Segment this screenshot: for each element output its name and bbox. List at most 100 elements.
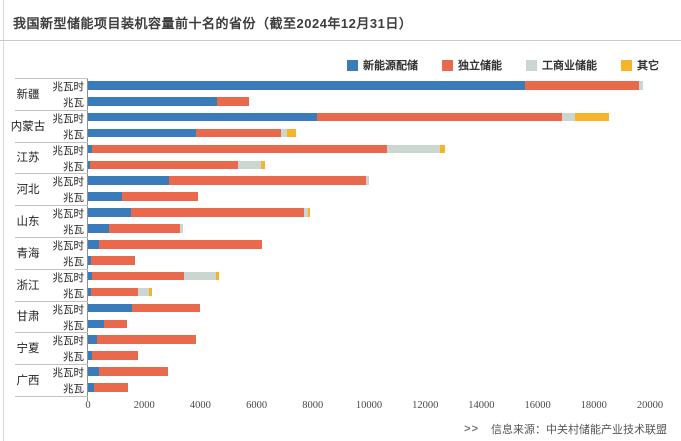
bar-segment — [91, 287, 138, 297]
bar-segment — [304, 208, 308, 217]
bar-segment — [88, 287, 92, 297]
bar-segment — [168, 176, 366, 185]
bar-segment — [108, 224, 181, 233]
x-tick-label: 0 — [85, 400, 91, 411]
bar-segment — [121, 192, 198, 201]
province-group: 甘肃 兆瓦时 兆瓦 — [0, 300, 681, 333]
bar-segment — [180, 224, 184, 233]
unit-label-mwh: 兆瓦时 — [52, 272, 85, 284]
province-label: 江苏 — [16, 152, 40, 165]
bar-segment — [440, 144, 446, 154]
legend-label: 其它 — [637, 60, 659, 72]
unit-label-mwh: 兆瓦时 — [52, 368, 85, 380]
x-tick-label: 20000 — [636, 400, 664, 411]
unit-label-mwh: 兆瓦时 — [52, 209, 85, 221]
unit-label-mw: 兆瓦 — [63, 288, 84, 300]
bar-segment — [138, 287, 149, 297]
bar-segment — [89, 160, 239, 170]
legend-item: 工商业储能 — [526, 57, 597, 73]
bar-segment — [91, 271, 185, 281]
bar-segment — [216, 271, 220, 281]
x-tick-label: 4000 — [189, 400, 211, 411]
unit-label-mwh: 兆瓦时 — [52, 82, 85, 93]
bar-segment — [261, 160, 265, 170]
province-group: 浙江 兆瓦时兆瓦 — [0, 268, 681, 301]
bar-segment — [88, 335, 97, 344]
legend-item: 其它 — [621, 57, 659, 73]
bar-mwh — [88, 303, 200, 313]
unit-label-mwh: 兆瓦时 — [52, 304, 85, 316]
bar-mw — [88, 224, 184, 233]
bar-segment — [386, 144, 441, 154]
unit-label-mw: 兆瓦 — [63, 161, 84, 173]
bar-mw — [88, 319, 128, 329]
bar-mw — [88, 256, 135, 265]
group-separator — [15, 141, 88, 143]
bar-mwh — [88, 81, 644, 90]
bar-segment — [98, 240, 262, 249]
province-group: 宁夏 兆瓦时 兆瓦 — [0, 332, 681, 364]
bar-mwh — [88, 208, 310, 217]
group-separator — [15, 332, 88, 334]
province-group: 河北 兆瓦时 兆瓦 — [0, 173, 681, 205]
x-tick-label: 18000 — [580, 400, 607, 411]
bar-mw — [88, 383, 128, 392]
bar-mw — [88, 351, 138, 360]
province-label: 浙江 — [16, 279, 40, 292]
bar-segment — [88, 319, 105, 329]
bar-segment — [104, 319, 128, 329]
bar-segment — [88, 367, 99, 376]
bar-segment — [195, 128, 282, 138]
province-label: 宁夏 — [16, 343, 40, 356]
group-separator — [15, 173, 88, 175]
bar-segment — [88, 271, 92, 281]
unit-label-mw: 兆瓦 — [63, 384, 84, 396]
x-axis-zero-tick — [87, 396, 88, 401]
province-label: 内蒙古 — [10, 120, 46, 133]
group-separator — [15, 364, 88, 366]
title-divider — [0, 40, 681, 41]
x-tick-label: 2000 — [133, 400, 155, 411]
province-label: 青海 — [16, 247, 40, 260]
bar-segment — [88, 144, 92, 154]
bar-segment — [88, 160, 90, 170]
legend-item: 独立储能 — [442, 57, 502, 73]
bar-segment — [286, 128, 296, 138]
bar-mw — [88, 192, 198, 201]
province-label: 新疆 — [16, 88, 40, 101]
unit-label-mwh: 兆瓦时 — [52, 177, 85, 189]
bar-mw — [88, 160, 265, 170]
group-separator — [15, 78, 88, 79]
x-tick-label: 8000 — [302, 400, 324, 411]
bar-segment — [88, 303, 132, 313]
legend-swatch — [621, 59, 632, 71]
province-label: 广西 — [16, 375, 40, 388]
group-separator — [15, 205, 88, 207]
x-tick-label: 14000 — [468, 400, 495, 411]
bar-segment — [88, 97, 217, 106]
legend-label: 独立储能 — [458, 60, 502, 72]
legend-swatch — [442, 59, 453, 71]
bar-mwh — [88, 176, 369, 185]
legend-label: 新能源配储 — [363, 60, 418, 72]
page-edge-line — [3, 0, 4, 441]
bar-segment — [307, 208, 310, 217]
group-separator — [15, 109, 88, 111]
bar-mwh — [88, 144, 446, 154]
province-group: 山东 兆瓦时 兆瓦 — [0, 205, 681, 237]
bar-segment — [524, 81, 640, 90]
unit-label-mwh: 兆瓦时 — [52, 241, 85, 252]
bar-segment — [148, 287, 153, 297]
unit-label-mw: 兆瓦 — [63, 320, 84, 332]
unit-label-mw: 兆瓦 — [63, 352, 84, 364]
legend-item: 新能源配储 — [347, 57, 418, 73]
bar-segment — [639, 81, 644, 90]
legend: 新能源配储 独立储能 工商业储能 其它 — [347, 57, 659, 73]
bar-segment — [88, 192, 122, 201]
source-marker-icon: >> — [464, 423, 479, 435]
province-group: 青海 兆瓦时 兆瓦 — [0, 237, 681, 269]
legend-swatch — [347, 59, 358, 71]
source-text: 信息来源：中关村储能产业技术联盟 — [491, 424, 667, 436]
bar-segment — [88, 256, 92, 265]
bar-segment — [88, 351, 92, 360]
